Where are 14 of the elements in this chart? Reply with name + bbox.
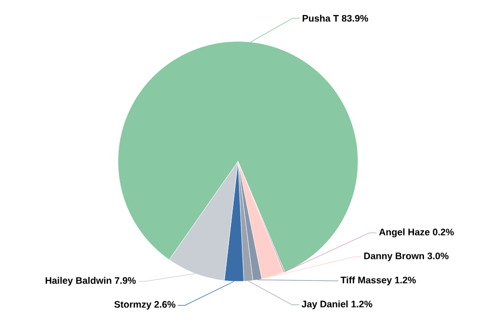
slice-label: Tiff Massey [340,276,392,286]
slice-label: Jay Daniel [302,300,348,310]
data-label: 0.2% [432,228,454,236]
data-label: 7.9% [114,277,136,284]
slice-label: Angel Haze [379,228,430,238]
slice-label: Hailey Baldwin [46,276,112,286]
data-label: 1.2% [352,300,372,308]
data-label: 3.0% [427,252,449,260]
data-label: 83.9% [342,14,368,22]
slice-label: Stormzy [114,301,152,310]
slice-label: Pusha T [302,14,339,22]
data-label: 2.6% [154,301,176,308]
slice-label: Danny Brown [364,252,424,262]
data-label: 1.2% [395,276,416,284]
